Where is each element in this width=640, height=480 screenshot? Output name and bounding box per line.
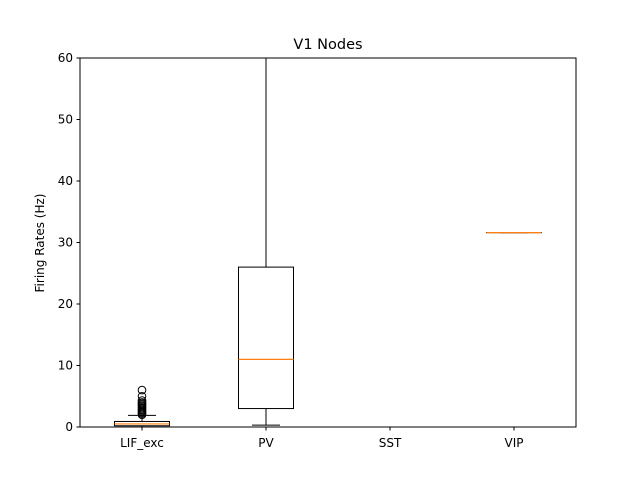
y-tick-label: 10 <box>58 359 73 373</box>
x-tick-label: SST <box>379 436 402 450</box>
y-tick-label: 20 <box>58 297 73 311</box>
y-tick-label: 60 <box>58 51 73 65</box>
x-tick-label: VIP <box>505 436 524 450</box>
outlier-point <box>137 391 147 401</box>
plot-area: 0 10 20 30 40 50 60 LIF_exc PV SST VIP <box>58 51 577 450</box>
y-tick-label: 0 <box>65 420 73 434</box>
y-axis-label: Firing Rates (Hz) <box>33 194 47 293</box>
box-iqr <box>238 266 294 410</box>
y-tick-label: 50 <box>58 113 73 127</box>
y-tick-label: 30 <box>58 236 73 250</box>
outlier-point <box>137 396 147 405</box>
x-tick-label: LIF_exc <box>120 436 164 450</box>
x-tick-label: PV <box>258 436 274 450</box>
y-tick-label: 40 <box>58 174 73 188</box>
chart-title: V1 Nodes <box>293 37 362 53</box>
outlier-point <box>137 385 147 395</box>
axes-frame <box>79 57 577 428</box>
